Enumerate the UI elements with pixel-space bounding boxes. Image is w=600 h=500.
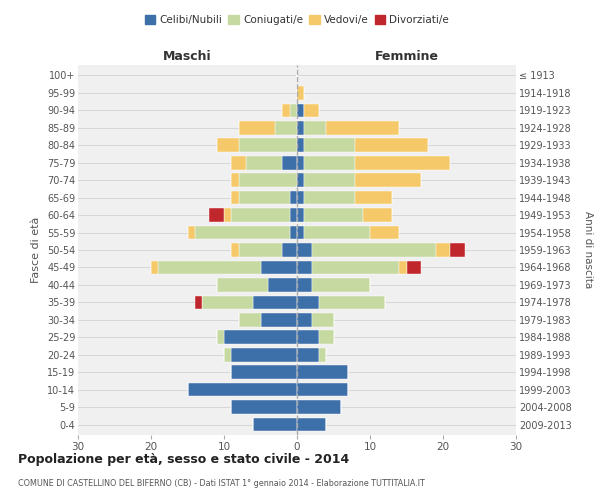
Bar	[297, 104, 304, 117]
Bar	[297, 260, 311, 274]
Bar	[297, 156, 304, 170]
Y-axis label: Fasce di età: Fasce di età	[31, 217, 41, 283]
Bar	[304, 138, 355, 152]
Bar	[239, 243, 283, 257]
Bar	[297, 330, 319, 344]
Legend: Celibi/Nubili, Coniugati/e, Vedovi/e, Divorziati/e: Celibi/Nubili, Coniugati/e, Vedovi/e, Di…	[140, 11, 454, 30]
Bar	[319, 296, 385, 309]
Bar	[297, 313, 311, 326]
Bar	[283, 243, 297, 257]
Bar	[355, 191, 392, 204]
Bar	[224, 208, 232, 222]
Bar	[232, 208, 290, 222]
Bar	[202, 296, 253, 309]
Bar	[260, 260, 297, 274]
Bar	[253, 418, 297, 432]
Bar	[232, 156, 246, 170]
Bar	[407, 260, 421, 274]
Bar	[297, 208, 304, 222]
Bar	[304, 191, 355, 204]
Bar	[239, 121, 275, 134]
Text: COMUNE DI CASTELLINO DEL BIFERNO (CB) - Dati ISTAT 1° gennaio 2014 - Elaborazion: COMUNE DI CASTELLINO DEL BIFERNO (CB) - …	[18, 479, 425, 488]
Bar	[239, 174, 297, 187]
Bar	[311, 260, 399, 274]
Bar	[355, 138, 428, 152]
Bar	[187, 383, 297, 396]
Bar	[232, 348, 297, 362]
Bar	[232, 400, 297, 414]
Bar	[297, 366, 348, 379]
Bar	[260, 313, 297, 326]
Bar	[311, 313, 334, 326]
Bar	[304, 156, 355, 170]
Bar	[283, 156, 297, 170]
Bar	[290, 104, 297, 117]
Text: Maschi: Maschi	[163, 50, 212, 64]
Bar	[217, 138, 239, 152]
Bar	[297, 226, 304, 239]
Bar	[158, 260, 260, 274]
Bar	[239, 191, 290, 204]
Bar	[326, 121, 399, 134]
Bar	[283, 104, 290, 117]
Bar	[319, 330, 334, 344]
Text: Femmine: Femmine	[374, 50, 439, 64]
Bar	[311, 278, 370, 291]
Bar	[232, 243, 239, 257]
Bar	[217, 278, 268, 291]
Bar	[232, 174, 239, 187]
Bar	[436, 243, 450, 257]
Bar	[362, 208, 392, 222]
Bar	[319, 348, 326, 362]
Y-axis label: Anni di nascita: Anni di nascita	[583, 212, 593, 288]
Bar	[232, 366, 297, 379]
Bar	[224, 348, 232, 362]
Bar	[195, 226, 290, 239]
Bar	[187, 226, 195, 239]
Bar	[297, 400, 341, 414]
Bar	[290, 226, 297, 239]
Bar	[304, 104, 319, 117]
Bar	[297, 243, 311, 257]
Bar	[253, 296, 297, 309]
Bar	[297, 121, 304, 134]
Bar	[297, 191, 304, 204]
Bar	[370, 226, 399, 239]
Bar	[290, 208, 297, 222]
Bar	[311, 243, 436, 257]
Bar	[297, 348, 319, 362]
Bar	[297, 86, 304, 100]
Bar	[195, 296, 202, 309]
Bar	[217, 330, 224, 344]
Bar	[232, 191, 239, 204]
Bar	[268, 278, 297, 291]
Text: Popolazione per età, sesso e stato civile - 2014: Popolazione per età, sesso e stato civil…	[18, 452, 349, 466]
Bar	[304, 121, 326, 134]
Bar	[297, 138, 304, 152]
Bar	[297, 296, 319, 309]
Bar	[290, 191, 297, 204]
Bar	[297, 278, 311, 291]
Bar	[355, 174, 421, 187]
Bar	[304, 208, 362, 222]
Bar	[304, 226, 370, 239]
Bar	[239, 313, 260, 326]
Bar	[239, 138, 297, 152]
Bar	[297, 174, 304, 187]
Bar	[297, 383, 348, 396]
Bar	[399, 260, 407, 274]
Bar	[355, 156, 450, 170]
Bar	[275, 121, 297, 134]
Bar	[209, 208, 224, 222]
Bar	[304, 174, 355, 187]
Bar	[450, 243, 465, 257]
Bar	[151, 260, 158, 274]
Bar	[297, 418, 326, 432]
Bar	[246, 156, 283, 170]
Bar	[224, 330, 297, 344]
